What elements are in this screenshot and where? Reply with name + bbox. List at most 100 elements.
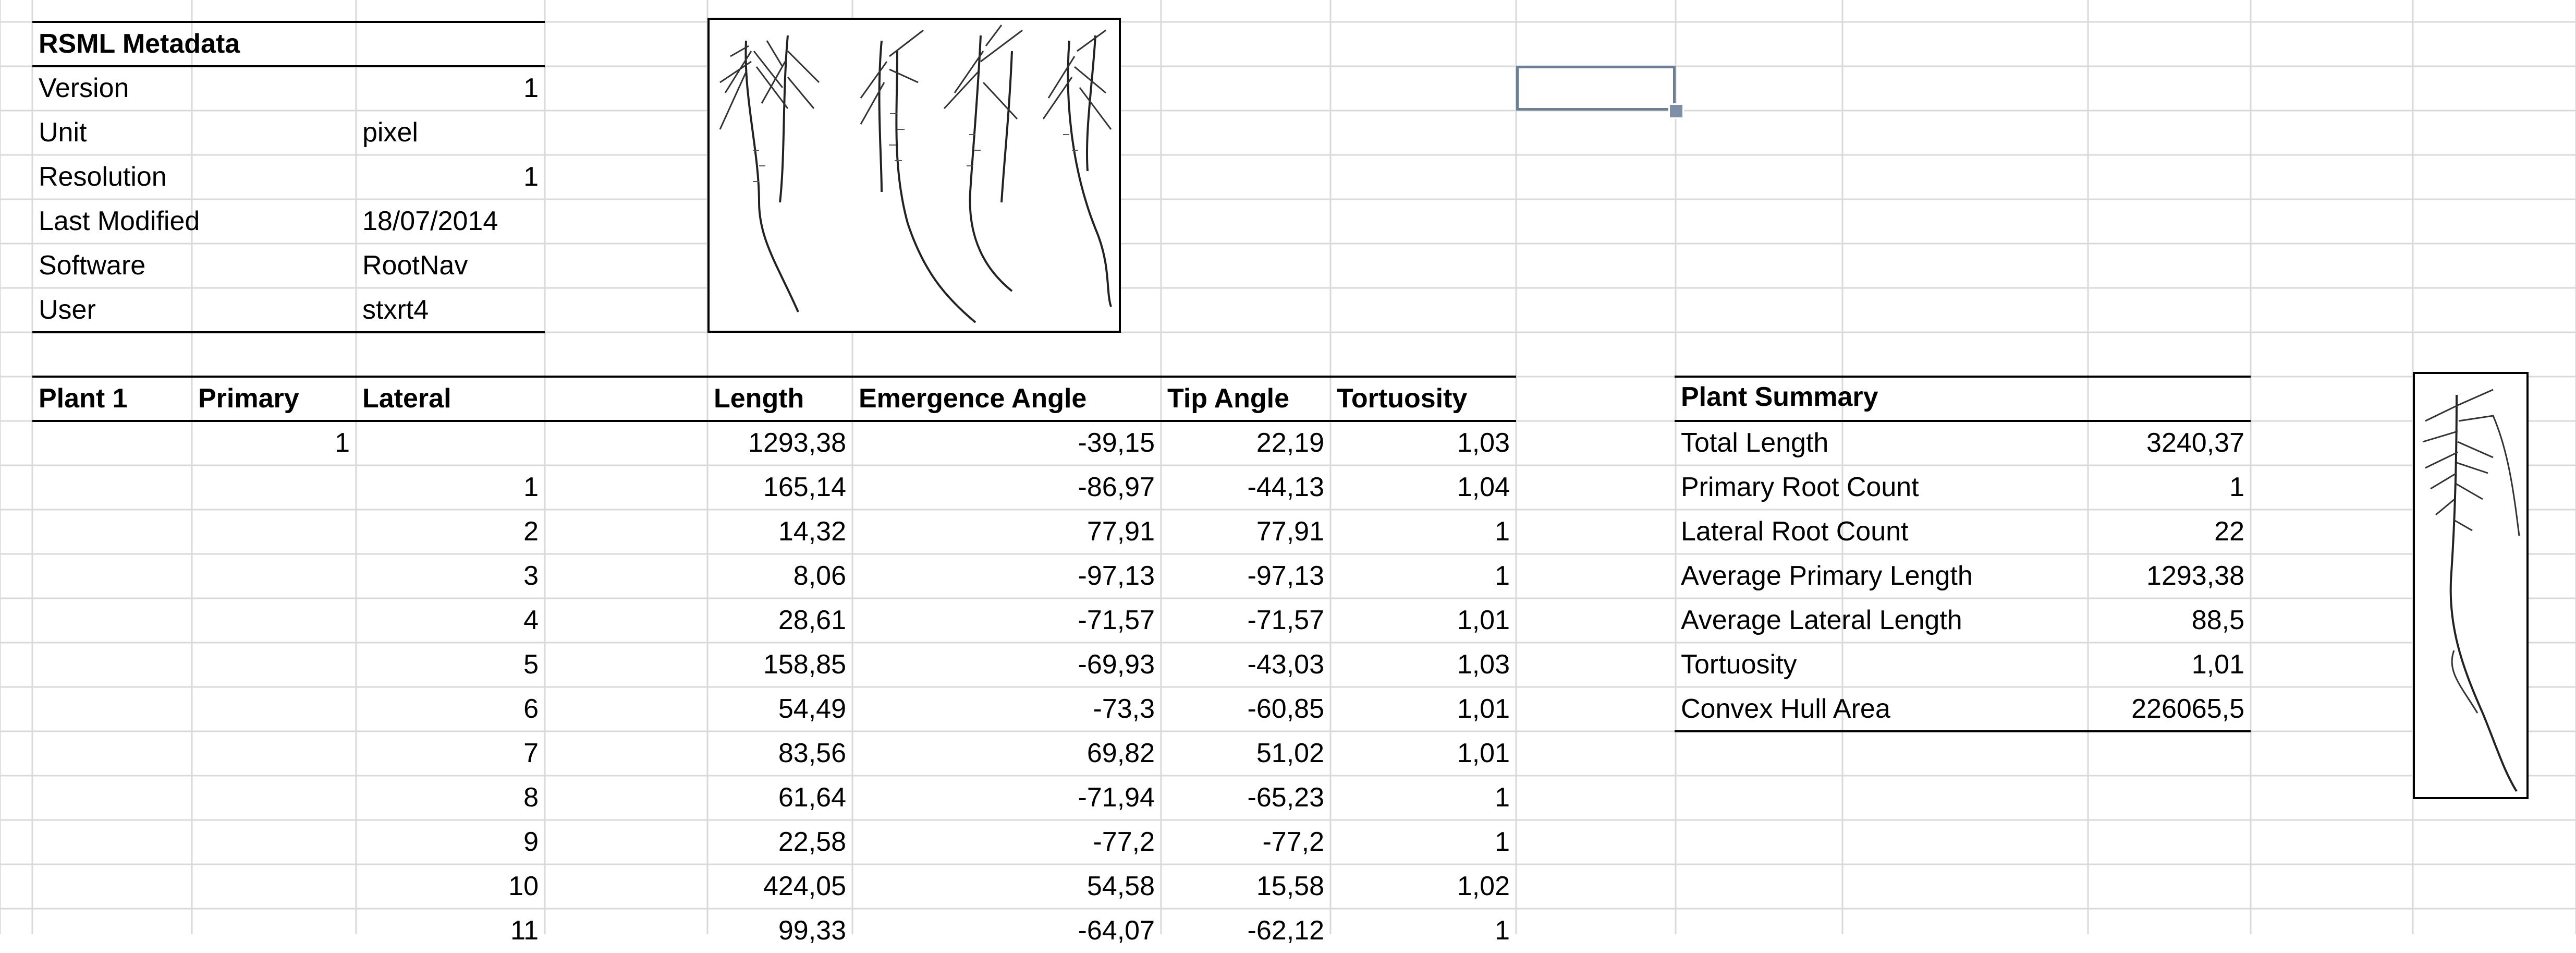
table-cell[interactable]: 15,58 — [1256, 871, 1324, 901]
table-cell[interactable]: -86,97 — [1078, 472, 1155, 502]
root-system-image[interactable] — [707, 18, 1121, 333]
table-cell[interactable]: 165,14 — [763, 472, 846, 502]
table-cell[interactable]: -62,12 — [1247, 915, 1324, 946]
table-cell[interactable]: -39,15 — [1078, 428, 1155, 458]
table-cell[interactable]: 424,05 — [763, 871, 846, 901]
summary-value[interactable]: 1 — [2229, 472, 2244, 502]
metadata-label[interactable]: Last Modified — [39, 206, 200, 236]
table-cell[interactable]: -77,2 — [1262, 827, 1324, 857]
plant-root-image[interactable] — [2413, 372, 2529, 799]
metadata-value[interactable]: 18/07/2014 — [362, 206, 498, 236]
table-cell[interactable]: 1,04 — [1457, 472, 1510, 502]
column-header[interactable]: Primary — [198, 383, 299, 414]
column-header[interactable]: Length — [714, 383, 804, 414]
table-cell[interactable]: 1 — [1495, 782, 1510, 813]
table-cell[interactable]: -65,23 — [1247, 782, 1324, 813]
summary-value[interactable]: 1,01 — [2191, 649, 2244, 680]
table-cell[interactable]: 1,02 — [1457, 871, 1510, 901]
table-cell[interactable]: 14,32 — [778, 516, 846, 547]
summary-label[interactable]: Convex Hull Area — [1681, 694, 1890, 724]
metadata-value[interactable]: 1 — [523, 162, 539, 192]
table-cell[interactable]: 54,49 — [778, 694, 846, 724]
column-header[interactable]: Emergence Angle — [859, 383, 1087, 414]
table-cell[interactable]: 1,01 — [1457, 605, 1510, 635]
table-cell[interactable]: 1,01 — [1457, 738, 1510, 768]
table-cell[interactable]: 4 — [523, 605, 539, 635]
table-cell[interactable]: -73,3 — [1093, 694, 1155, 724]
summary-title[interactable]: Plant Summary — [1681, 382, 1878, 412]
metadata-value[interactable]: pixel — [362, 117, 418, 148]
table-cell[interactable]: 1 — [523, 472, 539, 502]
metadata-label[interactable]: Unit — [39, 117, 87, 148]
table-cell[interactable]: 1 — [335, 428, 350, 458]
summary-label[interactable]: Average Primary Length — [1681, 561, 1973, 591]
table-cell[interactable]: 83,56 — [778, 738, 846, 768]
table-cell[interactable]: -71,57 — [1078, 605, 1155, 635]
table-cell[interactable]: -44,13 — [1247, 472, 1324, 502]
table-cell[interactable]: 61,64 — [778, 782, 846, 813]
table-cell[interactable]: 77,91 — [1086, 516, 1155, 547]
summary-label[interactable]: Total Length — [1681, 428, 1829, 458]
summary-label[interactable]: Tortuosity — [1681, 649, 1797, 680]
metadata-value[interactable]: 1 — [523, 73, 539, 103]
summary-label[interactable]: Primary Root Count — [1681, 472, 1919, 502]
table-cell[interactable]: 1,03 — [1457, 649, 1510, 680]
table-cell[interactable]: 3 — [523, 561, 539, 591]
table-cell[interactable]: -77,2 — [1093, 827, 1155, 857]
metadata-value[interactable]: stxrt4 — [362, 295, 429, 325]
column-header[interactable]: Tortuosity — [1337, 383, 1468, 414]
table-cell[interactable]: 1,03 — [1457, 428, 1510, 458]
table-cell[interactable]: 1 — [1495, 516, 1510, 547]
metadata-label[interactable]: Resolution — [39, 162, 167, 192]
table-cell[interactable]: -71,94 — [1078, 782, 1155, 813]
table-cell[interactable]: 28,61 — [778, 605, 846, 635]
table-cell[interactable]: 8 — [523, 782, 539, 813]
table-cell[interactable]: 1 — [1495, 827, 1510, 857]
table-cell[interactable]: -64,07 — [1078, 915, 1155, 946]
table-cell[interactable]: -69,93 — [1078, 649, 1155, 680]
table-cell[interactable]: 22,19 — [1256, 428, 1324, 458]
table-cell[interactable]: -97,13 — [1247, 561, 1324, 591]
table-cell[interactable]: 54,58 — [1086, 871, 1155, 901]
metadata-label[interactable]: Software — [39, 250, 146, 281]
table-cell[interactable]: -71,57 — [1247, 605, 1324, 635]
summary-value[interactable]: 1293,38 — [2146, 561, 2244, 591]
table-cell[interactable]: 99,33 — [778, 915, 846, 946]
table-cell[interactable]: 1 — [1495, 915, 1510, 946]
column-header[interactable]: Plant 1 — [39, 383, 128, 414]
metadata-label[interactable]: User — [39, 295, 96, 325]
table-cell[interactable]: 2 — [523, 516, 539, 547]
table-cell[interactable]: 8,06 — [793, 561, 846, 591]
table-cell[interactable]: -97,13 — [1078, 561, 1155, 591]
metadata-value[interactable]: RootNav — [362, 250, 468, 281]
table-cell[interactable]: 11 — [510, 915, 539, 946]
summary-value[interactable]: 22 — [2214, 516, 2244, 547]
summary-value[interactable]: 226065,5 — [2131, 694, 2244, 724]
table-cell[interactable]: 9 — [523, 827, 539, 857]
table-cell[interactable]: 158,85 — [763, 649, 846, 680]
table-cell[interactable]: 22,58 — [778, 827, 846, 857]
column-header[interactable]: Tip Angle — [1167, 383, 1289, 414]
summary-value[interactable]: 3240,37 — [2146, 428, 2244, 458]
summary-value[interactable]: 88,5 — [2191, 605, 2244, 635]
metadata-label[interactable]: Version — [39, 73, 129, 103]
table-cell[interactable]: 69,82 — [1086, 738, 1155, 768]
summary-label[interactable]: Average Lateral Length — [1681, 605, 1962, 635]
table-cell[interactable]: 1 — [1495, 561, 1510, 591]
fill-handle[interactable] — [1668, 103, 1684, 119]
table-cell[interactable]: -60,85 — [1247, 694, 1324, 724]
summary-label[interactable]: Lateral Root Count — [1681, 516, 1909, 547]
table-cell[interactable]: 77,91 — [1256, 516, 1324, 547]
table-cell[interactable]: 1293,38 — [748, 428, 846, 458]
column-header[interactable]: Lateral — [362, 383, 451, 414]
active-cell-selection[interactable] — [1516, 66, 1676, 111]
table-cell[interactable]: 10 — [508, 871, 539, 901]
table-cell[interactable]: -43,03 — [1247, 649, 1324, 680]
table-cell[interactable]: 51,02 — [1256, 738, 1324, 768]
metadata-title[interactable]: RSML Metadata — [39, 29, 240, 59]
table-cell[interactable]: 5 — [523, 649, 539, 680]
table-cell[interactable]: 7 — [523, 738, 539, 768]
table-cell[interactable]: 1,01 — [1457, 694, 1510, 724]
table-cell[interactable]: 6 — [523, 694, 539, 724]
